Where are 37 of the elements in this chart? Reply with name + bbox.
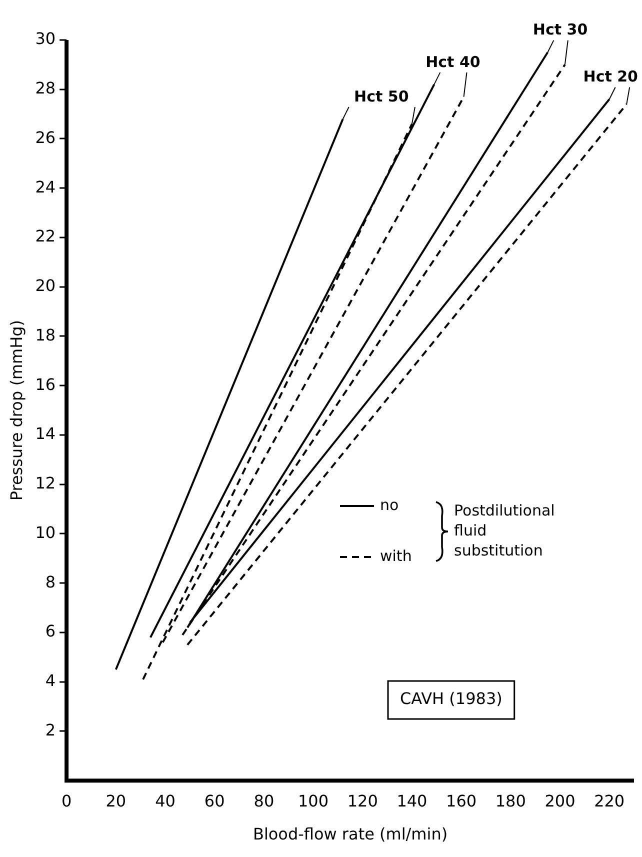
series-label: Hct 30 [532, 20, 588, 39]
x-tick-label: 40 [155, 791, 176, 810]
y-tick-label: 20 [35, 276, 56, 296]
annotation: Postdilutional fluid substitution [454, 501, 555, 560]
x-tick-label: 100 [298, 791, 329, 810]
y-tick-label: 14 [35, 424, 56, 444]
series-label: Hct 20 [583, 68, 638, 86]
x-tick-label: 20 [106, 791, 126, 810]
y-tick-label: 12 [35, 474, 56, 493]
y-tick-label: 24 [35, 177, 56, 196]
y-tick-label: 30 [35, 29, 56, 48]
annotation: with [380, 546, 412, 565]
y-tick-label: 16 [35, 374, 56, 394]
annotation: CAVH (1983) [400, 689, 502, 708]
y-tick-label: 10 [35, 522, 56, 542]
y-tick-label: 22 [35, 226, 56, 246]
x-tick-label: 120 [347, 791, 378, 810]
x-tick-label: 180 [495, 791, 526, 810]
x-tick-label: 200 [544, 791, 576, 810]
y-tick-label: 4 [45, 671, 56, 690]
x-tick-label: 160 [446, 791, 477, 810]
x-axis-title: Blood-flow rate (ml/min) [252, 824, 448, 844]
y-tick-label: 28 [35, 78, 56, 98]
y-tick-label: 2 [45, 720, 56, 740]
y-tick-label: 8 [45, 572, 56, 592]
x-tick-label: 140 [396, 791, 428, 810]
x-tick-label: 80 [254, 791, 274, 810]
annotation: no [380, 496, 399, 514]
series-label: Hct 50 [354, 87, 409, 106]
y-axis-title: Pressure drop (mmHg) [6, 320, 26, 501]
series-label: Hct 40 [426, 52, 480, 71]
y-tick-label: 26 [35, 128, 56, 147]
x-tick-label: 60 [204, 791, 225, 810]
y-tick-label: 6 [45, 622, 56, 641]
x-tick-label: 0 [61, 791, 72, 810]
x-tick-label: 220 [594, 791, 625, 810]
y-tick-label: 18 [35, 325, 56, 344]
